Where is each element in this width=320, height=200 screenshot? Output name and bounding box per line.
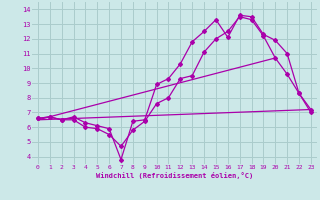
X-axis label: Windchill (Refroidissement éolien,°C): Windchill (Refroidissement éolien,°C) [96, 172, 253, 179]
